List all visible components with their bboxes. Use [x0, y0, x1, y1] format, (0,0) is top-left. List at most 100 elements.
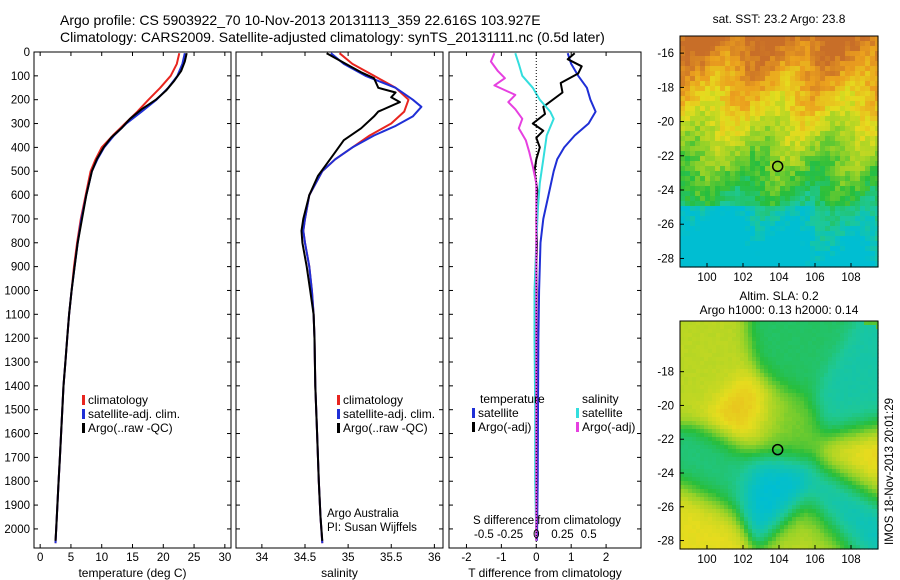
x-tick-label: -1: [496, 552, 506, 564]
lon-tick-label: 104: [769, 272, 789, 284]
legend-climatology: climatology: [343, 393, 403, 407]
y-tick-label: 800: [11, 238, 30, 250]
lat-tick-label: -20: [657, 117, 674, 129]
panel-salinity: 34 34.5 35 35.5 36 salinity climatologysatelli…: [235, 51, 444, 580]
legend-salinity-title: salinity: [582, 392, 619, 406]
y-tick-label: 2000: [4, 524, 30, 536]
lon-tick-label: 102: [733, 554, 752, 566]
x-tick-label: 34.5: [294, 552, 316, 564]
y-tick-label: 200: [11, 95, 30, 107]
legend-satellite-adj-swatch: [82, 409, 85, 419]
lat-tick-label: -28: [657, 536, 674, 548]
y-tick-label: 1500: [4, 405, 30, 417]
legend-salinity-argo-swatch: [576, 422, 579, 432]
x-tick-label: 0: [37, 552, 43, 564]
s-tick-label: 0.25: [551, 529, 573, 541]
lat-tick-label: -22: [657, 434, 674, 446]
y-tick-label: 1100: [5, 309, 30, 321]
lon-tick-label: 106: [805, 272, 824, 284]
x-tick-label: 2: [603, 552, 609, 564]
lat-tick-label: -22: [657, 151, 674, 163]
s-tick-label: -0.5: [474, 529, 494, 541]
y-tick-label: 700: [11, 214, 30, 226]
y-tick-label: 1400: [4, 381, 30, 393]
series-line-argo_salinity: [489, 52, 538, 541]
x-axis-label: T difference from climatology: [468, 566, 622, 580]
y-tick-label: 1000: [4, 285, 30, 297]
lon-tick-label: 102: [733, 272, 752, 284]
x-tick-label: 20: [157, 552, 170, 564]
lat-tick-label: -16: [657, 48, 674, 60]
plot-frame: [448, 51, 642, 549]
lat-tick-label: -28: [657, 253, 674, 265]
y-tick-label: 0: [24, 47, 30, 59]
argo-position-marker: [771, 160, 784, 173]
x-tick-label: 35: [342, 552, 355, 564]
x-tick-label: -2: [461, 552, 471, 564]
y-tick-label: 1700: [4, 452, 30, 464]
y-tick-label: 100: [11, 71, 30, 83]
y-tick-label: 1300: [4, 357, 30, 369]
x-tick-label: 30: [218, 552, 231, 564]
legend-temperature-satellite: satellite: [478, 406, 519, 420]
x-tick-label: 5: [68, 552, 74, 564]
x-axis-label-secondary: S difference from climatology: [473, 515, 621, 527]
legend-satellite-adj: satellite-adj. clim.: [88, 407, 180, 421]
lat-tick-label: -18: [657, 367, 674, 379]
x-tick-label: 10: [95, 552, 108, 564]
legend-satellite-adj: satellite-adj. clim.: [343, 407, 435, 421]
x-tick-label: 25: [188, 552, 201, 564]
y-tick-label: 1600: [4, 429, 30, 441]
y-tick-label: 1200: [4, 333, 30, 345]
lon-tick-label: 100: [697, 554, 716, 566]
lon-tick-label: 106: [805, 554, 824, 566]
legend-salinity-satellite-swatch: [576, 408, 579, 418]
series-line-argo: [300, 52, 401, 541]
legend-climatology-swatch: [82, 395, 85, 405]
s-tick-label: 0: [533, 529, 539, 541]
lon-tick-label: 100: [697, 272, 716, 284]
imos-timestamp: IMOS 18-Nov-2013 20:01:29: [884, 397, 896, 545]
y-tick-label: 900: [11, 262, 30, 274]
y-tick-label: 500: [11, 166, 30, 178]
legend-temperature-argo: Argo(-adj): [478, 420, 531, 434]
legend-argo: Argo(..raw -QC): [88, 421, 173, 435]
legend-argo-swatch: [337, 423, 340, 433]
legend-climatology: climatology: [88, 393, 148, 407]
sst-map-title: sat. SST: 23.2 Argo: 23.8: [713, 12, 846, 26]
legend-satellite-adj-swatch: [337, 409, 340, 419]
x-tick-label: 1: [568, 552, 574, 564]
x-tick-label: 36: [428, 552, 441, 564]
plot-frame: [33, 51, 232, 549]
sla-map-title: Altim. SLA: 0.2: [739, 289, 819, 303]
legend-argo: Argo(..raw -QC): [343, 421, 428, 435]
s-tick-label: -0.25: [497, 529, 523, 541]
lat-tick-label: -26: [657, 219, 674, 231]
series-line-satellite: [536, 52, 597, 541]
series-line-argo: [54, 52, 188, 541]
y-tick-label: 1800: [4, 476, 30, 488]
lon-tick-label: 108: [841, 272, 860, 284]
panel-temperature: 0 5 10 15 20 25 300100200300400500600700800900…: [4, 47, 232, 580]
figure-title-line-2: Climatology: CARS2009. Satellite-adjuste…: [60, 29, 605, 45]
x-tick-label: 34: [255, 552, 268, 564]
lat-tick-label: -24: [657, 185, 674, 197]
x-tick-label: 0: [533, 552, 539, 564]
lat-tick-label: -20: [657, 400, 674, 412]
argo-position-marker: [771, 443, 784, 456]
legend-salinity-argo: Argo(-adj): [582, 420, 635, 434]
y-tick-label: 300: [11, 119, 30, 131]
map-sst_map: 100 102 104 106 108 -16 -18 -20 -22 -24 -26 -28: [657, 35, 879, 284]
x-tick-label: 35.5: [380, 552, 402, 564]
sla-map-subtitle: Argo h1000: 0.13 h2000: 0.14: [700, 303, 859, 317]
legend-temperature-title: temperature: [480, 392, 545, 406]
figure-title-line-1: Argo profile: CS 5903922_70 10-Nov-2013 …: [60, 12, 541, 28]
lat-tick-label: -26: [657, 502, 674, 514]
y-tick-label: 400: [11, 142, 30, 154]
x-axis-label: salinity: [321, 566, 358, 580]
legend-argo-swatch: [82, 423, 85, 433]
lon-tick-label: 104: [769, 554, 789, 566]
x-tick-label: 15: [126, 552, 139, 564]
map-sla_map: 100 102 104 106 108 -18 -20 -22 -24 -26 -28: [657, 320, 879, 566]
